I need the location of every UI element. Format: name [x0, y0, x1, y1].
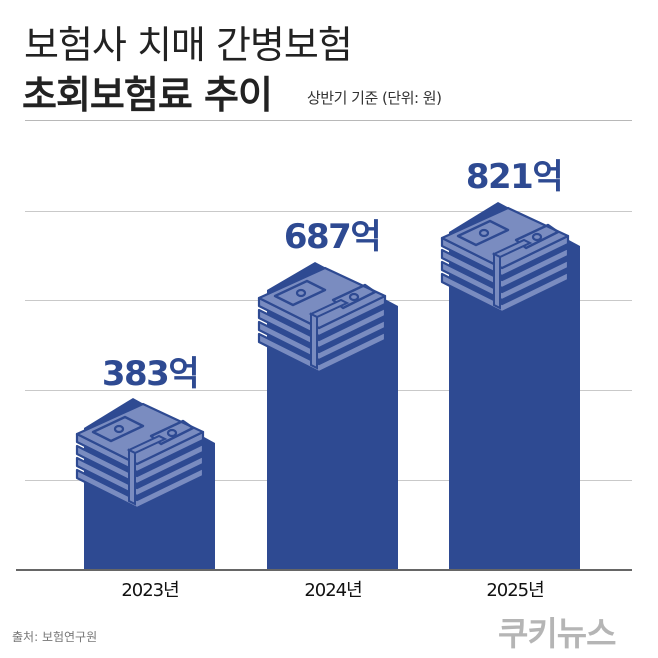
value-label-2025: 821억: [465, 157, 564, 197]
x-label-2023: 2023년: [121, 580, 179, 601]
x-label-2024: 2024년: [304, 580, 362, 601]
bar-2023: [75, 398, 215, 569]
x-axis-baseline: [16, 569, 632, 571]
value-label-2024: 687억: [283, 217, 382, 257]
publisher-watermark: 쿠키뉴스: [498, 614, 616, 653]
gridline: [25, 211, 632, 212]
chart-subtitle: 상반기 기준 (단위: 원): [307, 89, 442, 107]
bar-2025: [440, 202, 580, 569]
title-line-1: 보험사 치매 간병보험: [24, 23, 353, 67]
header-divider: [25, 120, 632, 121]
source-note: 출처: 보험연구원: [12, 630, 98, 644]
bar-2024: [257, 262, 398, 569]
value-label-2023: 383억: [101, 354, 200, 394]
x-label-2025: 2025년: [486, 580, 544, 601]
title-line-2: 초회보험료 추이: [22, 73, 273, 117]
